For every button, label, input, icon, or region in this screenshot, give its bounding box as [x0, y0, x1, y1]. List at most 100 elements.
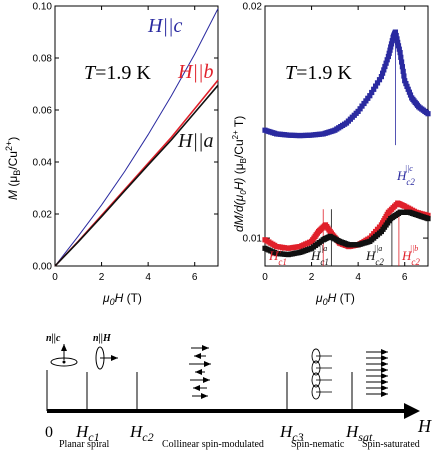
left-x-tick-label: 6: [192, 272, 198, 283]
right-data-point-hc: [384, 57, 390, 63]
right-data-point-hc: [403, 81, 409, 87]
right-y-tick-label: 0.02: [243, 2, 263, 13]
right-series-points: [262, 29, 431, 258]
phase-planar-spiral: Planar spiral: [59, 439, 109, 450]
left-plot-frame: [54, 5, 219, 267]
right-data-point-hc: [392, 29, 398, 35]
label-hc1-a: Hc1||a: [310, 244, 329, 267]
field-axis-label: H: [417, 416, 432, 436]
left-x-axis-label: μ0H (T): [102, 291, 142, 307]
right-data-point-hc: [399, 64, 405, 70]
phase-collinear: Collinear spin-modulated: [162, 439, 264, 450]
label-hc2-a: Hc2||a: [365, 244, 384, 267]
right-data-point-hc: [357, 106, 363, 112]
right-data-point-hc: [380, 70, 386, 76]
phase-spin-saturated: Spin-saturated: [362, 439, 420, 450]
left-x-tick-label: 4: [145, 272, 151, 283]
right-data-point-ha: [425, 216, 431, 222]
right-data-point-hc: [387, 47, 393, 53]
left-series-line-ha: [54, 84, 219, 267]
n-parallel-h-icon: n||H: [93, 333, 118, 370]
right-data-point-hc: [373, 83, 379, 89]
left-x-tick-label: 2: [99, 272, 105, 283]
left-y-tick-label: 0.06: [33, 106, 53, 117]
right-temperature-label: T=1.9 K: [285, 62, 352, 84]
right-data-point-hc: [395, 39, 401, 45]
phase-diagram: 0 Hc1 Hc2 Hc3 Hsat H Planar spiral Colli…: [45, 333, 432, 450]
left-temperature-label: T=1.9 K: [84, 62, 151, 84]
right-data-point-hc: [407, 92, 414, 98]
saturated-spin-arrows-icon: [366, 349, 388, 397]
collinear-spin-arrows-icon: [189, 345, 211, 399]
left-x-tick-label: 0: [52, 272, 58, 283]
svg-text:n||c: n||c: [46, 333, 61, 344]
label-hc2-c: Hc2||c: [396, 164, 415, 187]
right-y-ticks: 0.01 0.02: [243, 2, 428, 245]
right-y-axis-label: dM/d(μ0H) (μB/Cu2+ T): [231, 116, 248, 232]
left-y-tick-label: 0.00: [33, 262, 53, 273]
left-y-tick-label: 0.08: [33, 54, 53, 65]
right-data-point-hc: [378, 74, 384, 80]
right-data-point-hc: [399, 59, 405, 65]
left-series-line-hc: [54, 8, 219, 267]
left-y-tick-label: 0.10: [33, 2, 53, 13]
right-data-point-hc: [397, 50, 403, 56]
right-data-point-hc: [388, 41, 395, 47]
label-hc2-b: Hc2||b: [401, 244, 420, 267]
svg-text:n||H: n||H: [93, 333, 112, 344]
right-x-ticks: 0 2 4 6: [262, 6, 408, 283]
right-data-point-hc: [402, 78, 408, 84]
hc2-label: Hc2: [129, 422, 154, 444]
right-data-point-hc: [369, 89, 375, 96]
right-y-tick-label: 0.01: [243, 234, 263, 245]
right-x-tick-label: 0: [262, 272, 268, 283]
right-x-tick-label: 2: [309, 272, 315, 283]
right-x-tick-label: 4: [355, 272, 361, 283]
right-data-point-hc: [395, 43, 402, 49]
right-data-point-hc: [386, 50, 392, 56]
right-data-point-hc: [405, 86, 411, 92]
label-hc1-b: Hc1||b: [268, 244, 287, 267]
right-plot-frame: [264, 5, 429, 267]
origin-label: 0: [45, 424, 53, 441]
left-series-lines: [54, 8, 219, 267]
right-data-point-hc: [363, 98, 369, 104]
n-parallel-c-icon: n||c: [46, 333, 78, 367]
right-data-point-hc: [376, 77, 383, 83]
right-data-point-hc: [393, 32, 399, 39]
right-data-point-hc: [398, 54, 404, 60]
right-data-point-hc: [374, 80, 381, 86]
right-data-point-hc: [389, 38, 395, 44]
susceptibility-panel: 0.01 0.02 0 2 4 6 T=1.9 K Hc2||c Hc1||b Hc1|…: [231, 2, 431, 307]
left-y-tick-label: 0.02: [33, 210, 53, 221]
right-data-point-hc: [382, 63, 388, 70]
right-data-point-hc: [371, 86, 377, 92]
right-data-point-hc: [385, 53, 391, 60]
right-data-point-hc: [406, 89, 412, 95]
right-data-point-hc: [396, 46, 402, 52]
right-data-point-hc: [388, 44, 394, 50]
left-y-tick-label: 0.04: [33, 158, 53, 169]
right-data-point-hc: [381, 67, 387, 73]
magnetization-panel: 0.00 0.02 0.04 0.06 0.08 0.10 0 2 4 6 T=1.9 K H|…: [4, 2, 219, 307]
right-data-point-hc: [367, 93, 373, 99]
right-data-point-hc: [355, 108, 361, 114]
field-axis-arrowhead: [404, 403, 420, 419]
right-data-point-hc: [394, 36, 400, 42]
right-data-point-hc: [425, 111, 431, 117]
legend-h-c: H||c: [147, 15, 182, 37]
left-y-axis-label: M (μB/Cu2+): [4, 137, 22, 200]
phase-spin-nematic: Spin-nematic: [291, 439, 345, 450]
right-x-tick-label: 6: [402, 272, 408, 283]
right-data-point-hc: [401, 73, 407, 79]
legend-h-a: H||a: [177, 130, 213, 152]
left-x-ticks: 0 2 4 6: [52, 6, 198, 283]
legend-h-b: H||b: [177, 61, 213, 83]
right-data-point-hc: [400, 68, 406, 74]
spin-nematic-icon: [311, 348, 332, 400]
right-data-point-hc: [404, 83, 410, 89]
right-x-axis-label: μ0H (T): [315, 291, 355, 307]
right-data-point-hc: [383, 60, 389, 66]
left-y-ticks: 0.00 0.02 0.04 0.06 0.08 0.10: [33, 2, 218, 273]
